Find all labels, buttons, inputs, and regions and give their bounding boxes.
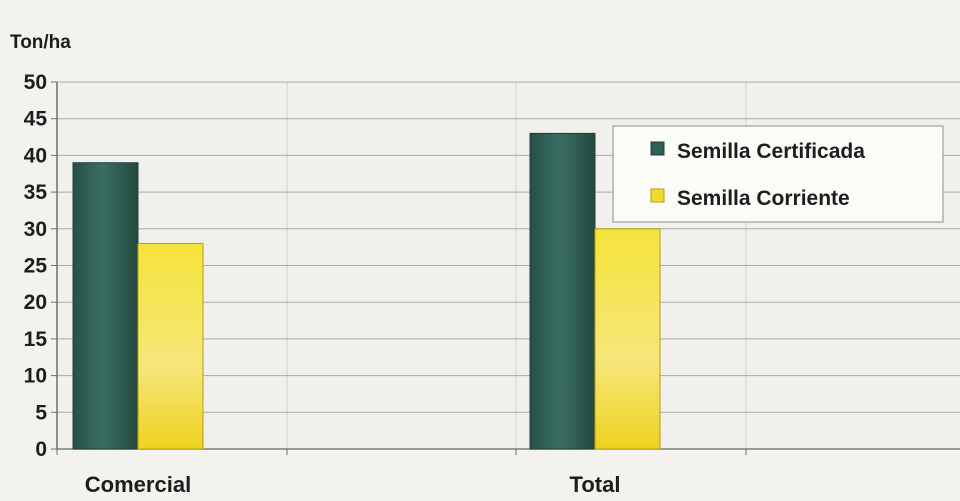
legend: Semilla Certificada Semilla Corriente (612, 125, 944, 223)
labels-layer: Comercial Total (85, 472, 621, 497)
legend-swatch-semilla-corriente (650, 188, 665, 203)
legend-box (612, 125, 944, 223)
axis-layer: 0 5 10 15 20 25 30 35 40 45 50 (24, 71, 960, 461)
y-tick-label: 10 (24, 365, 47, 388)
y-tick-label: 20 (24, 291, 47, 314)
y-tick-label: 50 (24, 71, 47, 94)
y-tick-label: 40 (24, 144, 47, 167)
legend-swatch-semilla-certificada (650, 141, 665, 156)
legend-label: Semilla Certificada (677, 140, 865, 163)
bar-semilla-corriente-total (594, 228, 661, 450)
y-axis-unit-label: Ton/ha (10, 32, 71, 53)
bar-semilla-corriente-comercial (137, 242, 204, 450)
y-tick-label: 45 (24, 108, 48, 131)
y-tick-label: 15 (24, 328, 48, 351)
y-tick-label: 35 (24, 181, 48, 204)
y-tick-label: 30 (24, 218, 47, 241)
y-tick-label: 25 (24, 255, 48, 278)
bars-layer (72, 132, 661, 450)
bar-semilla-certificada-comercial (72, 162, 139, 450)
x-category-label: Total (570, 472, 621, 496)
bar-semilla-certificada-total (529, 132, 596, 450)
x-category-label: Comercial (85, 472, 191, 496)
y-tick-label: 0 (35, 438, 47, 461)
legend-label: Semilla Corriente (677, 187, 850, 210)
y-tick-label: 5 (35, 401, 47, 424)
